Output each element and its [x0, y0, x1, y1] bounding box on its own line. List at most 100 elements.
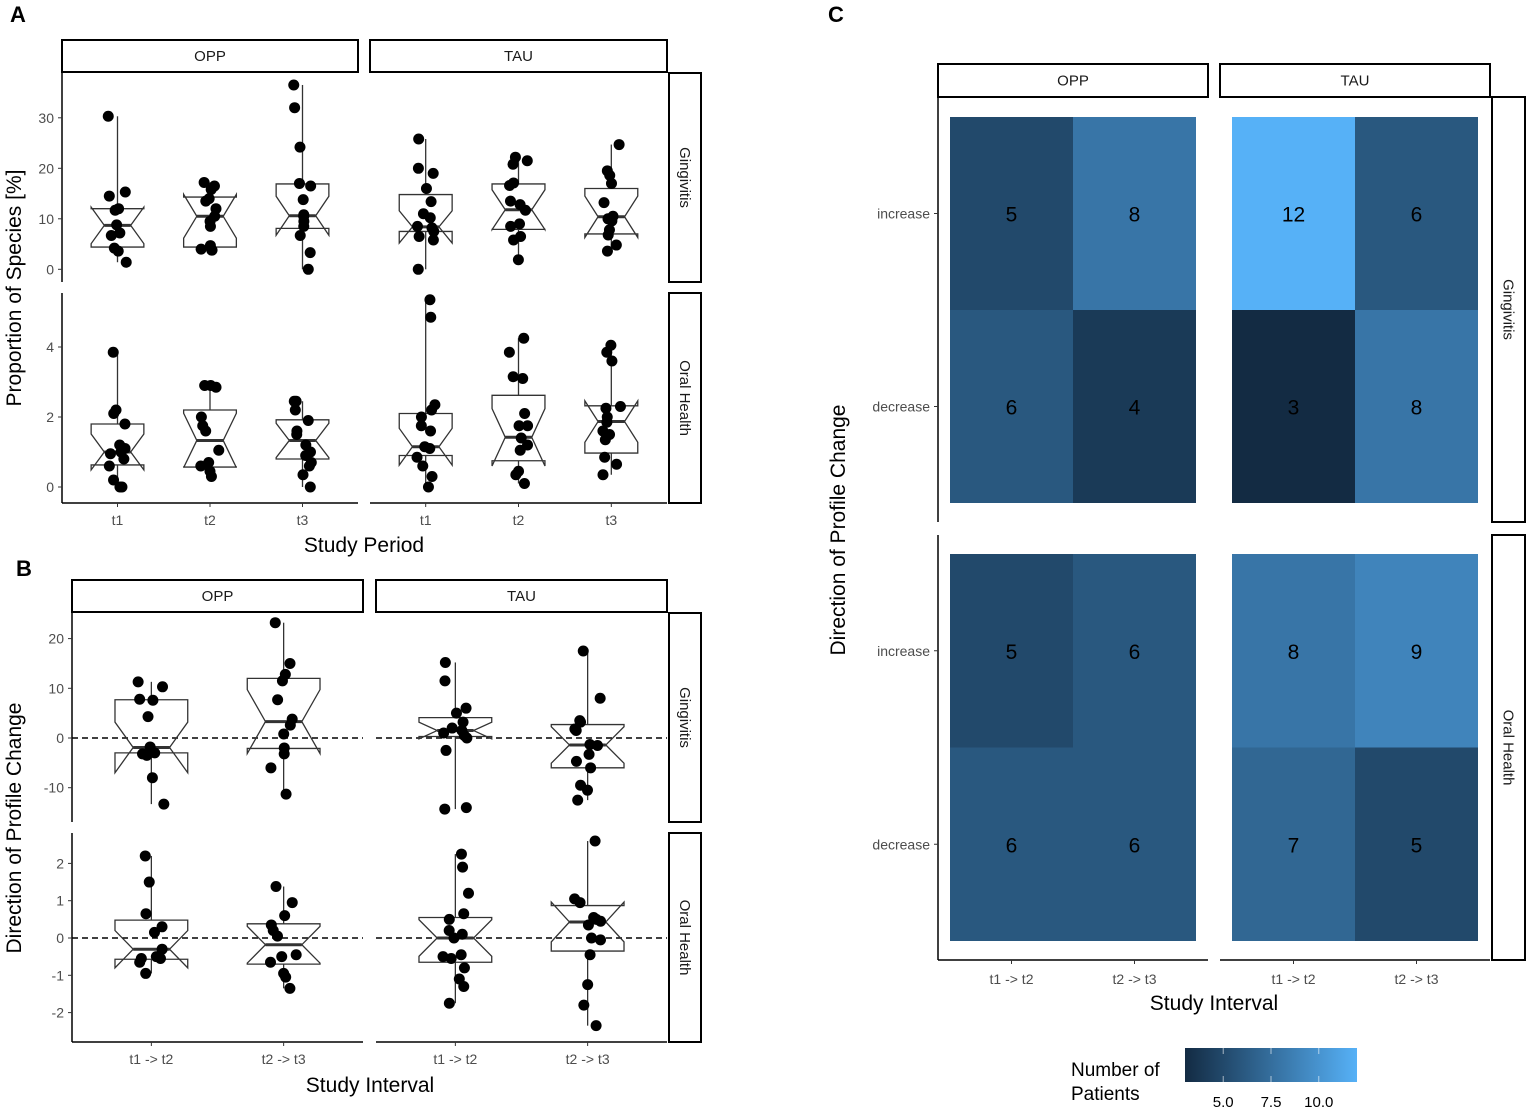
- legend-tick-label: 10.0: [1304, 1094, 1333, 1111]
- panel-A-strip-gingivitis-box: [668, 72, 702, 283]
- data-point: [298, 220, 310, 232]
- tile-value-label: 4: [1129, 397, 1141, 420]
- data-point: [589, 835, 601, 847]
- panel-c-tau-gingivitis: 12 6 3 8: [1232, 117, 1478, 503]
- panel-b-x-title: Study Interval: [306, 1074, 434, 1097]
- data-point: [411, 451, 423, 463]
- x-tick-label: t2: [513, 512, 525, 528]
- y-tick-label: 0: [46, 261, 54, 277]
- y-tick-label: 0: [56, 730, 64, 746]
- data-point: [132, 676, 144, 688]
- notched-box: [418, 716, 493, 740]
- data-point: [581, 784, 593, 796]
- data-point: [439, 803, 451, 815]
- data-point: [599, 434, 611, 446]
- data-point: [290, 949, 302, 961]
- data-point: [427, 234, 439, 246]
- data-point: [278, 748, 290, 760]
- data-point: [518, 332, 530, 344]
- notched-box: [491, 183, 546, 232]
- data-point: [420, 183, 432, 194]
- data-point: [264, 956, 276, 968]
- y-tick-label: 20: [38, 160, 54, 176]
- x-tick-label: t2: [204, 512, 216, 528]
- data-point: [595, 915, 607, 927]
- panel-A-strip-oral-health-label: Oral Health: [676, 360, 693, 436]
- data-point: [195, 460, 207, 472]
- y-tick-label: 0: [56, 930, 64, 946]
- data-point: [578, 999, 590, 1011]
- panel-B-strip-gingivitis-box: [668, 612, 702, 823]
- data-point: [426, 404, 438, 416]
- data-point: [594, 692, 606, 704]
- heatmap-tile: [950, 554, 1073, 748]
- panel-c-tau-oral-health: 8 9 7 5 t1 -> t2 t2 -> t3: [1220, 554, 1490, 987]
- data-point: [613, 139, 625, 151]
- tile-value-label: 5: [1006, 204, 1018, 227]
- data-point: [302, 415, 314, 426]
- data-point: [206, 244, 218, 256]
- data-point: [614, 401, 626, 412]
- y-tick-label: 10: [48, 680, 64, 696]
- data-point: [602, 229, 614, 241]
- data-point: [289, 404, 301, 416]
- data-point: [450, 707, 462, 719]
- panel-A-strip-opp-box: [61, 39, 359, 73]
- heatmap-tile: [950, 747, 1073, 941]
- heatmap-tile: [1073, 117, 1196, 310]
- data-point: [103, 190, 115, 202]
- heatmap-tile: [1232, 117, 1355, 310]
- data-point: [303, 460, 315, 472]
- data-point: [103, 460, 115, 472]
- data-point: [205, 184, 217, 196]
- y-tick-label: 0: [46, 479, 54, 495]
- data-point: [507, 371, 519, 383]
- data-point: [600, 402, 612, 414]
- data-point: [601, 346, 613, 358]
- heatmap-tile: [1073, 310, 1196, 503]
- y-tick-label: decrease: [872, 836, 930, 852]
- data-point: [428, 225, 440, 237]
- x-tick-label: t3: [605, 512, 617, 528]
- panel-c-strip-oral-health-box: [1491, 534, 1526, 961]
- data-point: [611, 458, 623, 470]
- panel-B-strip-opp-label: OPP: [202, 588, 234, 605]
- data-point: [458, 962, 470, 974]
- panel-A-strip-gingivitis-label: Gingivitis: [676, 147, 693, 208]
- legend-title-line2: Patients: [1071, 1084, 1140, 1105]
- data-point: [205, 471, 217, 482]
- data-point: [412, 263, 424, 275]
- data-point: [157, 681, 169, 693]
- data-point: [195, 411, 207, 423]
- data-point: [440, 744, 452, 756]
- panel-c-strip-tau-label: TAU: [1341, 73, 1370, 90]
- heatmap-tile: [1355, 747, 1478, 941]
- tile-value-label: 6: [1006, 397, 1018, 420]
- panel-letter-c: C: [828, 2, 844, 27]
- y-tick-label: 4: [46, 339, 54, 355]
- tile-value-label: 3: [1288, 397, 1300, 420]
- data-point: [512, 254, 524, 266]
- data-point: [521, 155, 533, 167]
- data-point: [205, 380, 217, 391]
- panel-B-strip-oral-health-box: [668, 832, 702, 1043]
- data-point: [504, 179, 516, 191]
- data-point: [104, 448, 116, 460]
- tile-value-label: 6: [1411, 204, 1423, 227]
- heatmap-tile: [950, 310, 1073, 503]
- data-point: [279, 910, 291, 922]
- panel-c-opp-gingivitis: increase 5 8 decrease 6 4: [872, 97, 1196, 522]
- notched-box: [114, 699, 189, 775]
- panel-c-strip-gingivitis-label: Gingivitis: [1500, 279, 1517, 340]
- legend-tick-label: 5.0: [1213, 1094, 1234, 1111]
- data-point: [280, 788, 292, 800]
- x-tick-label: t2 -> t3: [566, 1051, 610, 1067]
- heatmap-tile: [1073, 747, 1196, 941]
- data-point: [146, 772, 158, 784]
- data-point: [508, 234, 520, 246]
- data-point: [585, 762, 597, 774]
- data-point: [284, 719, 296, 731]
- panel-c-strip-opp-label: OPP: [1057, 73, 1089, 90]
- data-point: [519, 204, 531, 216]
- data-point: [158, 798, 170, 810]
